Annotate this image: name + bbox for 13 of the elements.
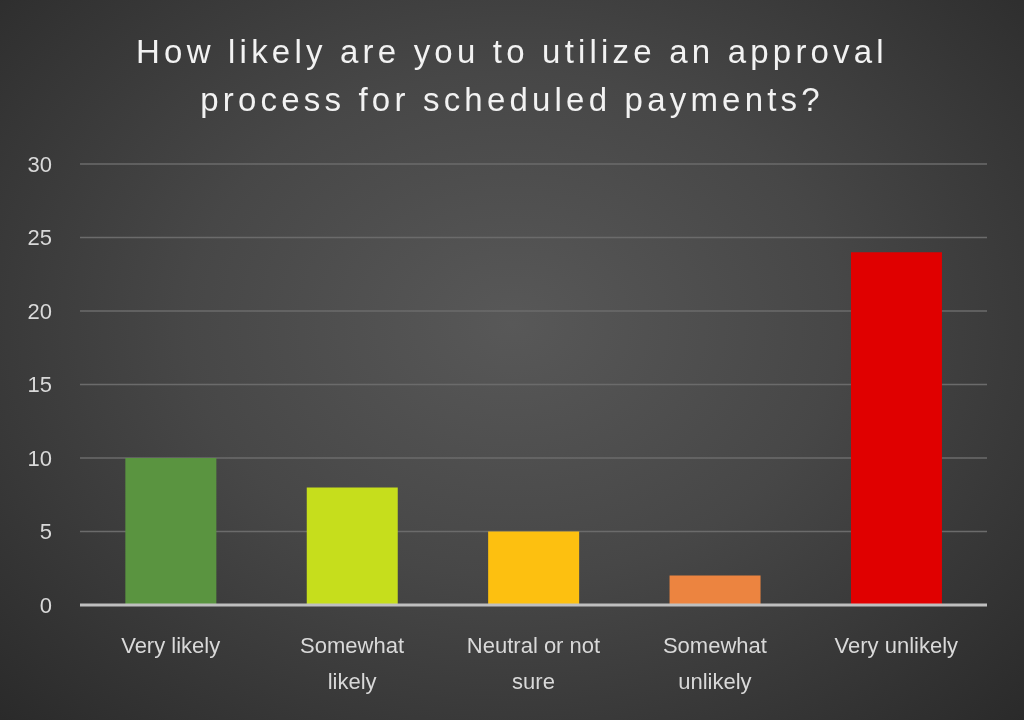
y-tick-label: 5 [39, 519, 52, 545]
y-tick-label: 30 [27, 151, 52, 177]
chart-title: How likely are you to utilize an approval process for scheduled payments? [135, 32, 889, 120]
y-tick-label: 25 [27, 225, 52, 251]
x-tick-label: Very unlikely [834, 633, 959, 658]
y-tick-label: 15 [27, 372, 52, 398]
y-tick-label: 20 [27, 298, 52, 324]
x-tick-label: Somewhat unlikely [662, 633, 767, 694]
x-tick-label: Somewhat likely [300, 633, 405, 694]
x-tick-label: Neutral or not sure [466, 633, 601, 694]
y-tick-label: 0 [39, 592, 52, 618]
x-tick-label: Very likely [121, 633, 221, 658]
y-tick-label: 10 [27, 445, 52, 471]
